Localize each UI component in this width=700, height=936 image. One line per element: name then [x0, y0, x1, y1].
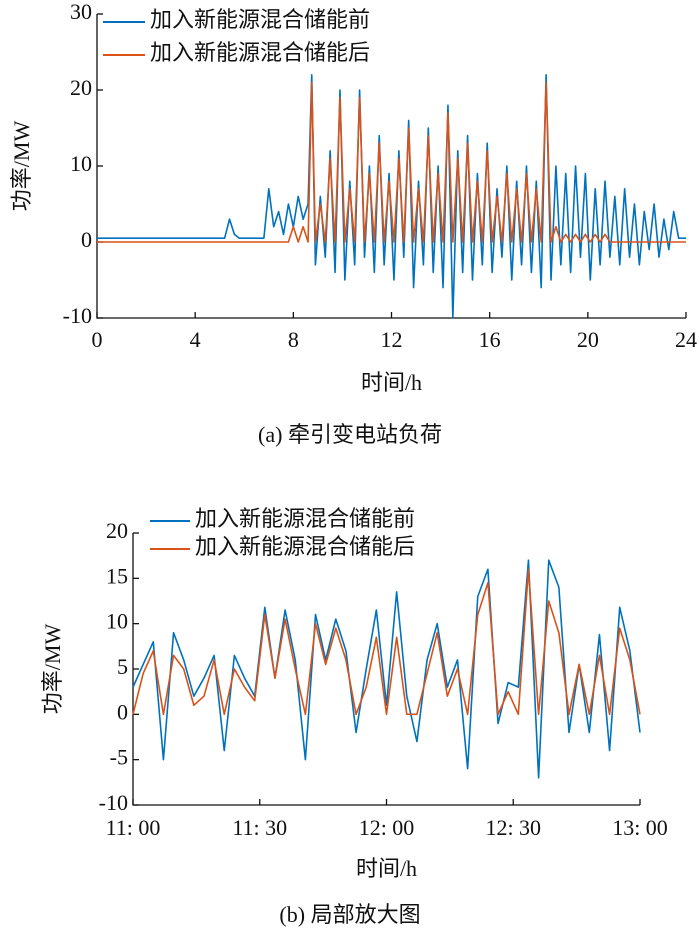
- legend-label: 加入新能源混合储能前: [150, 7, 370, 32]
- y-tick-label: -5: [110, 745, 128, 770]
- series-line: [97, 74, 686, 319]
- y-axis-label: 功率/MW: [40, 624, 65, 715]
- x-tick-label: 11: 30: [232, 815, 287, 840]
- y-tick-label: -10: [63, 303, 92, 328]
- y-tick-label: 0: [81, 227, 92, 252]
- x-tick-label: 12: 00: [359, 815, 415, 840]
- y-axis-label: 功率/MW: [9, 121, 34, 212]
- x-tick-label: 11: 00: [106, 815, 161, 840]
- y-tick-label: 5: [117, 654, 128, 679]
- y-tick-label: 15: [106, 563, 128, 588]
- legend-label: 加入新能源混合储能前: [195, 506, 415, 531]
- caption: (a) 牵引变电站负荷: [258, 422, 442, 447]
- y-tick-label: 0: [117, 699, 128, 724]
- x-tick-label: 13: 00: [612, 815, 668, 840]
- y-tick-label: 30: [70, 0, 92, 24]
- caption: (b) 局部放大图: [279, 902, 420, 927]
- y-tick-label: 20: [106, 518, 128, 543]
- x-tick-label: 20: [577, 327, 599, 352]
- x-axis-label: 时间/h: [356, 856, 417, 881]
- y-tick-label: 10: [70, 151, 92, 176]
- x-tick-label: 4: [190, 327, 201, 352]
- x-axis-label: 时间/h: [361, 370, 422, 395]
- x-tick-label: 12: [381, 327, 403, 352]
- series-line: [132, 559, 641, 779]
- x-tick-label: 16: [479, 327, 501, 352]
- series-line: [97, 81, 686, 243]
- y-tick-label: 20: [70, 75, 92, 100]
- y-tick-label: -10: [99, 790, 128, 815]
- x-tick-label: 0: [92, 327, 103, 352]
- x-tick-label: 12: 30: [485, 815, 541, 840]
- legend-label: 加入新能源混合储能后: [150, 40, 370, 65]
- legend-label: 加入新能源混合储能后: [195, 534, 415, 559]
- series-line: [132, 568, 641, 716]
- x-tick-label: 8: [288, 327, 299, 352]
- x-tick-label: 24: [675, 327, 697, 352]
- y-tick-label: 10: [106, 609, 128, 634]
